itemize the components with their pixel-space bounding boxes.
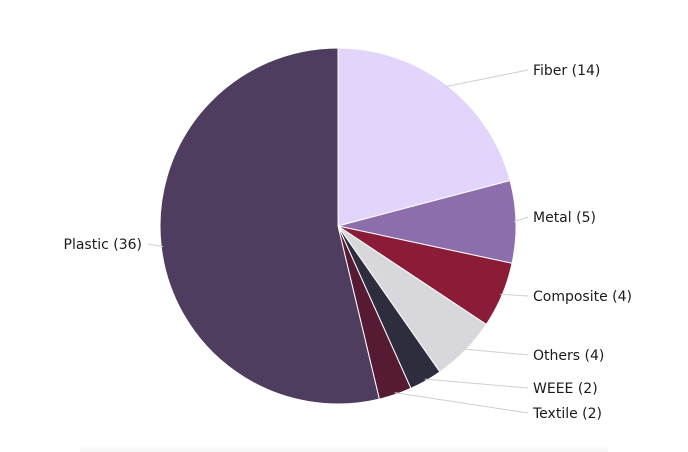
slice-label-textile: Textile (2): [532, 406, 602, 422]
leader-lines: [147, 69, 529, 414]
leader-line-metal: [513, 216, 529, 223]
slice-label-metal: Metal (5): [533, 210, 596, 226]
leader-line-composite: [500, 293, 529, 297]
slice-label-others: Others (4): [533, 348, 604, 364]
pie-slice-plastic: [159, 47, 380, 405]
leader-line-fiber: [445, 69, 529, 88]
slice-label-weee: WEEE (2): [533, 381, 598, 397]
leader-line-weee: [424, 378, 529, 389]
slice-labels: Fiber (14) Metal (5) Composite (4) Others (…: [64, 63, 632, 422]
pie-slices: [159, 47, 517, 405]
pie-slice-fiber: [337, 47, 511, 227]
slice-label-plastic: Plastic (36): [64, 237, 142, 253]
slice-label-fiber: Fiber (14): [533, 63, 600, 79]
leader-line-textile: [394, 392, 529, 414]
slice-label-composite: Composite (4): [533, 289, 632, 305]
leader-line-others: [463, 348, 529, 356]
leader-line-plastic: [147, 243, 164, 248]
bottom-shadow: [80, 446, 608, 452]
